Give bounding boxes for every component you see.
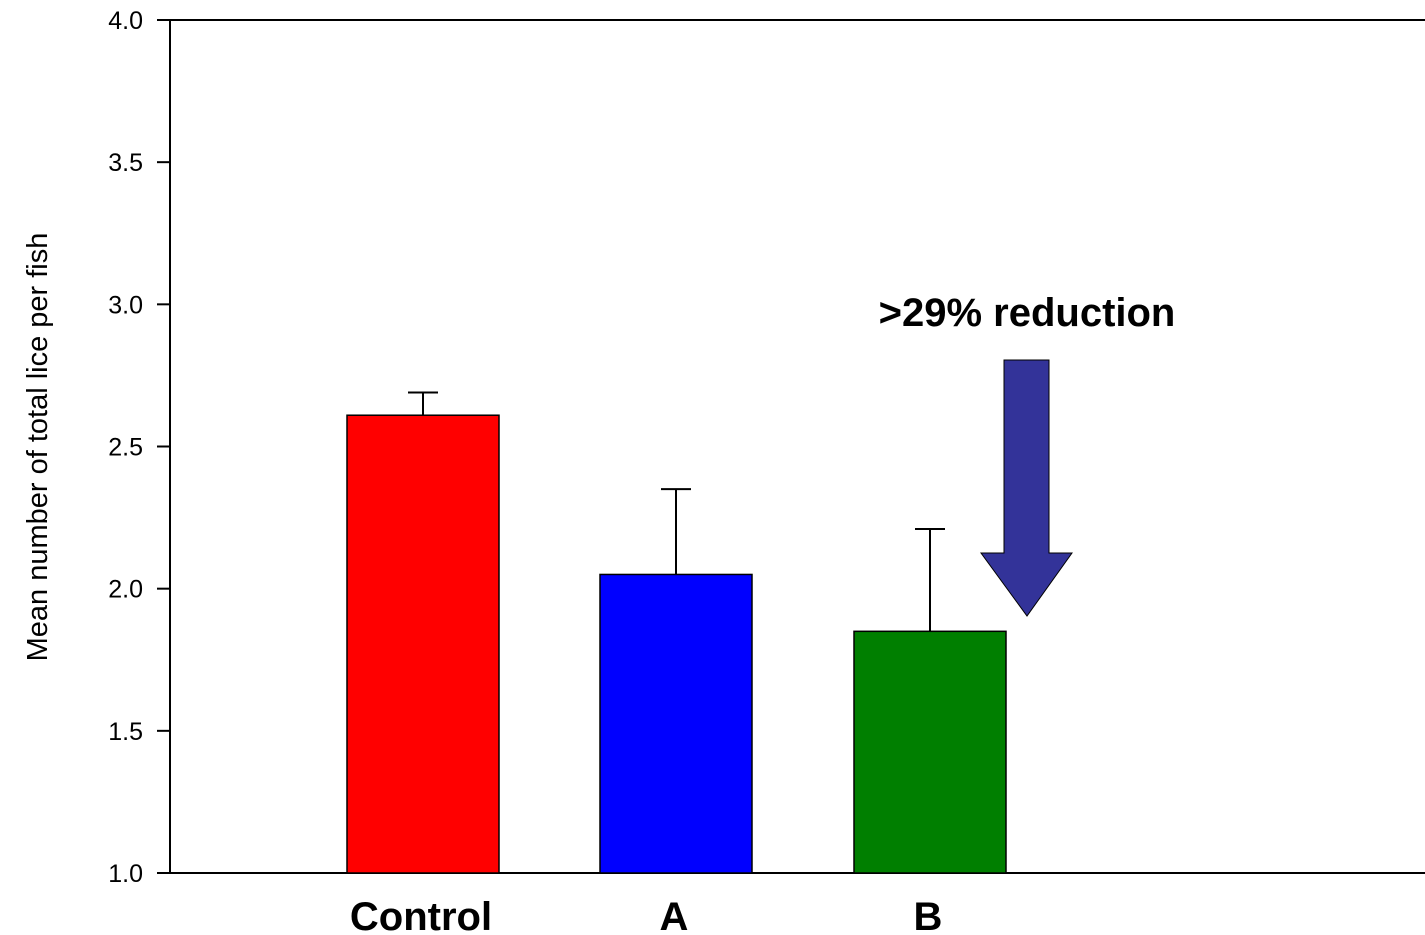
y-axis-title: Mean number of total lice per fish	[22, 233, 54, 662]
y-tick-label: 3.5	[108, 149, 143, 177]
annotation-text: >29% reduction	[879, 291, 1176, 335]
y-tick-label: 2.5	[108, 434, 143, 462]
bars-group	[346, 414, 1007, 874]
y-tick-label: 3.0	[108, 291, 143, 319]
down-arrow-icon	[980, 359, 1073, 617]
y-tick-label: 1.0	[108, 860, 143, 888]
bar-b	[853, 630, 1007, 874]
y-tick-label: 2.0	[108, 576, 143, 604]
y-tick-label: 1.5	[108, 718, 143, 746]
x-tick-label: A	[660, 895, 689, 935]
x-tick-label: Control	[350, 895, 492, 935]
y-axis: 1.0 1.5 2.0 2.5 3.0 3.5 4.0	[108, 7, 170, 888]
bar-control	[346, 414, 500, 874]
x-tick-label: B	[914, 895, 943, 935]
error-bars-group	[408, 391, 945, 632]
x-axis-labels: Control A B	[350, 895, 943, 935]
bar-a	[599, 573, 753, 874]
y-tick-label: 4.0	[108, 7, 143, 35]
